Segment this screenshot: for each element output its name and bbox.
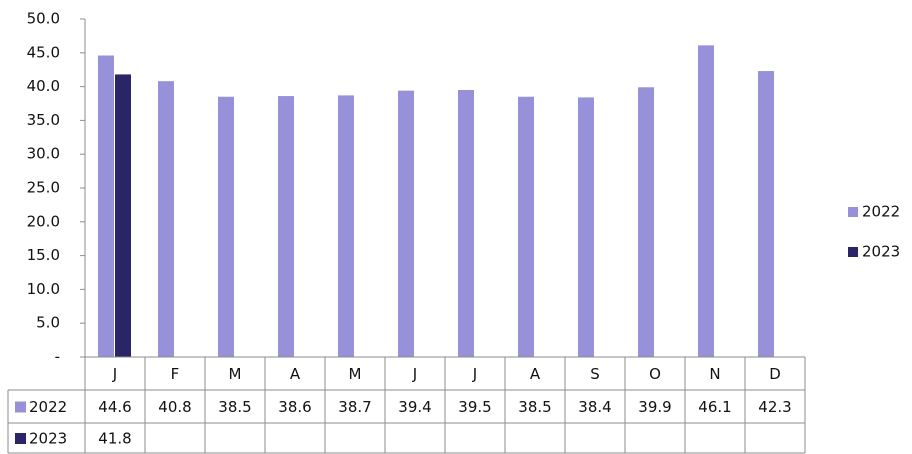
x-tick-label: M (229, 365, 242, 383)
bar (398, 90, 414, 357)
legend-key (848, 207, 858, 217)
bar (518, 96, 534, 358)
y-tick-label: 50.0 (27, 10, 60, 28)
x-tick-label: J (472, 365, 477, 383)
x-tick-label: A (290, 365, 301, 383)
y-tick-label: - (55, 348, 60, 366)
legend-label: 2022 (862, 203, 900, 221)
bar (638, 87, 654, 357)
x-tick-label: F (171, 365, 180, 383)
bar (338, 95, 354, 357)
table-value: 38.6 (278, 398, 311, 416)
table-key (15, 401, 26, 413)
x-tick-label: S (590, 365, 600, 383)
bar (698, 45, 714, 357)
table-value: 39.9 (638, 398, 671, 416)
table-value: 39.4 (398, 398, 431, 416)
y-tick-label: 30.0 (27, 145, 60, 163)
x-tick-label: D (769, 365, 781, 383)
bar (578, 97, 594, 357)
table-value: 44.6 (98, 398, 131, 416)
table-value: 41.8 (98, 430, 131, 448)
bar (278, 96, 294, 358)
y-tick-label: 5.0 (36, 314, 60, 332)
x-tick-label: J (412, 365, 417, 383)
table-value: 38.5 (218, 398, 251, 416)
x-tick-label: A (530, 365, 541, 383)
x-tick-label: O (649, 365, 661, 383)
table-row-label: 2023 (29, 430, 67, 448)
bar (458, 89, 474, 357)
table-value: 42.3 (758, 398, 791, 416)
legend-key (848, 247, 858, 257)
bar (758, 71, 774, 357)
y-tick-label: 45.0 (27, 43, 60, 61)
table-value: 39.5 (458, 398, 491, 416)
table-value: 38.7 (338, 398, 371, 416)
y-tick-label: 20.0 (27, 212, 60, 230)
bar (98, 55, 114, 358)
x-tick-label: J (112, 365, 117, 383)
x-tick-label: N (709, 365, 720, 383)
table-value: 46.1 (698, 398, 731, 416)
x-tick-label: M (349, 365, 362, 383)
table-value: 40.8 (158, 398, 191, 416)
table-row-label: 2022 (29, 398, 67, 416)
y-tick-label: 10.0 (27, 280, 60, 298)
bar (158, 81, 174, 357)
y-tick-label: 35.0 (27, 111, 60, 129)
y-tick-label: 40.0 (27, 77, 60, 95)
y-tick-label: 15.0 (27, 246, 60, 264)
bar (218, 96, 234, 358)
table-value: 38.4 (578, 398, 611, 416)
y-tick-label: 25.0 (27, 179, 60, 197)
legend-label: 2023 (862, 243, 900, 261)
table-key (15, 433, 26, 444)
table-value: 38.5 (518, 398, 551, 416)
bar (115, 74, 131, 357)
